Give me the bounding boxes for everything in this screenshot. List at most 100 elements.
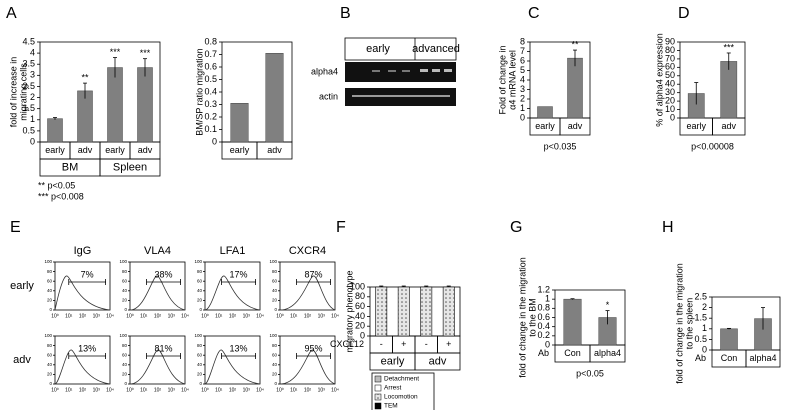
y-axis-label: fold of change in the migration — [674, 263, 684, 384]
legend-swatch — [374, 393, 382, 401]
bar — [720, 61, 738, 119]
y-tick-label: 1 — [520, 103, 525, 113]
x-tick-label: early — [535, 121, 555, 131]
y-tick-label: 80 — [665, 45, 675, 55]
y-tick-label: 100 — [119, 333, 127, 338]
x-tick-label: adv — [78, 145, 93, 155]
group-label: adv — [429, 355, 447, 367]
x-tick-label: 10⁴ — [331, 387, 339, 393]
x-tick-label: 10³ — [168, 387, 176, 393]
y-tick-label: 40 — [47, 288, 53, 293]
gate-percent: 38% — [155, 269, 173, 279]
histogram-curve — [279, 275, 336, 311]
y-tick-label: 100 — [269, 333, 277, 338]
y-tick-label: 80 — [355, 291, 365, 301]
y-tick-label: 2 — [30, 92, 35, 102]
x-tick-label: 10² — [304, 313, 312, 319]
x-tick-label: 10³ — [243, 313, 251, 319]
y-tick-label: 60 — [272, 278, 278, 283]
gate-percent: 13% — [230, 343, 248, 353]
histogram-frame — [279, 261, 336, 311]
y-tick-label: 0 — [30, 136, 35, 146]
histogram-curve — [54, 349, 111, 385]
y-tick-label: 8 — [520, 36, 525, 46]
y-tick-label: 0.7 — [204, 49, 217, 59]
y-tick-label: 40 — [272, 288, 278, 293]
x-tick-label: adv — [138, 145, 153, 155]
y-tick-label: 80 — [47, 269, 53, 274]
y-tick-label: 40 — [122, 288, 128, 293]
y-tick-label: 80 — [197, 343, 203, 348]
y-tick-label: 100 — [350, 281, 365, 291]
note: ** p<0.05 — [38, 180, 75, 190]
gel-row-label: actin — [319, 91, 338, 101]
x-tick-label: Con — [721, 353, 738, 363]
x-tick-label: - — [380, 339, 383, 349]
y-tick-label: 0.6 — [537, 312, 550, 322]
y-tick-label: 4.5 — [22, 36, 35, 46]
x-tick-label: 10¹ — [65, 313, 73, 319]
y-tick-label: 80 — [47, 343, 53, 348]
x-tick-label: 10⁰ — [126, 387, 134, 393]
x-tick-label: 10² — [79, 313, 87, 319]
y-tick-label: 80 — [122, 343, 128, 348]
y-tick-label: 20 — [47, 298, 53, 303]
histogram-frame — [54, 261, 111, 311]
histogram-frame — [54, 335, 111, 385]
y-axis-label: to the BM — [527, 298, 537, 337]
bar — [563, 298, 582, 346]
y-tick-label: 0 — [360, 330, 365, 340]
row-label: adv — [13, 354, 31, 366]
y-tick-label: 1.5 — [22, 103, 35, 113]
bar-segment — [397, 286, 410, 337]
x-tick-label: 10³ — [93, 387, 101, 393]
note: p<0.035 — [544, 141, 577, 151]
y-tick-label: 0 — [702, 344, 707, 354]
x-tick-label: 10¹ — [140, 387, 148, 393]
y-tick-label: 40 — [665, 79, 675, 89]
panel-letter: B — [340, 5, 351, 22]
x-tick-label: 10⁴ — [106, 313, 114, 319]
y-tick-label: 1.2 — [537, 284, 550, 294]
legend-label: TEM — [384, 403, 398, 410]
group-label: BM — [62, 161, 79, 173]
note: p<0.00008 — [691, 141, 734, 151]
y-tick-label: 60 — [665, 62, 675, 72]
y-tick-label: 20 — [197, 372, 203, 377]
y-tick-label: 0 — [545, 339, 550, 349]
y-tick-label: 1 — [702, 323, 707, 333]
y-tick-label: 3 — [30, 70, 35, 80]
x-tick-label: 10² — [229, 313, 237, 319]
y-tick-label: 2 — [702, 302, 707, 312]
histogram-curve — [54, 275, 111, 311]
y-tick-label: 40 — [122, 362, 128, 367]
histogram-frame — [129, 335, 186, 385]
bar — [265, 53, 284, 143]
y-axis-label: fold of change in the migration — [517, 257, 527, 378]
x-tick-label: 10¹ — [215, 387, 223, 393]
y-tick-label: 60 — [47, 278, 53, 283]
panel-letter: G — [510, 219, 522, 236]
x-tick-label: 10⁴ — [256, 387, 264, 393]
y-tick-label: 0 — [49, 381, 52, 386]
x-tick-label: 10⁴ — [106, 387, 114, 393]
y-axis-label: to the spleen — [684, 298, 694, 350]
y-tick-label: 0.5 — [204, 74, 217, 84]
histogram-curve — [129, 349, 186, 385]
y-tick-label: 100 — [194, 333, 202, 338]
y-tick-label: 80 — [272, 343, 278, 348]
column-title: IgG — [74, 245, 92, 257]
y-tick-label: 1 — [545, 294, 550, 304]
x-tick-label: 10³ — [168, 313, 176, 319]
x-tick-label: alpha4 — [749, 353, 776, 363]
y-tick-label: 100 — [119, 259, 127, 264]
y-tick-label: 80 — [122, 269, 128, 274]
x-tick-label: Con — [564, 348, 581, 358]
y-tick-label: 40 — [355, 311, 365, 321]
gel-header — [344, 37, 457, 61]
y-tick-label: 20 — [197, 298, 203, 303]
legend-label: Arrest — [384, 385, 402, 392]
legend-swatch — [374, 375, 382, 383]
y-tick-label: 20 — [122, 372, 128, 377]
gel-row-label: alpha4 — [311, 66, 338, 76]
